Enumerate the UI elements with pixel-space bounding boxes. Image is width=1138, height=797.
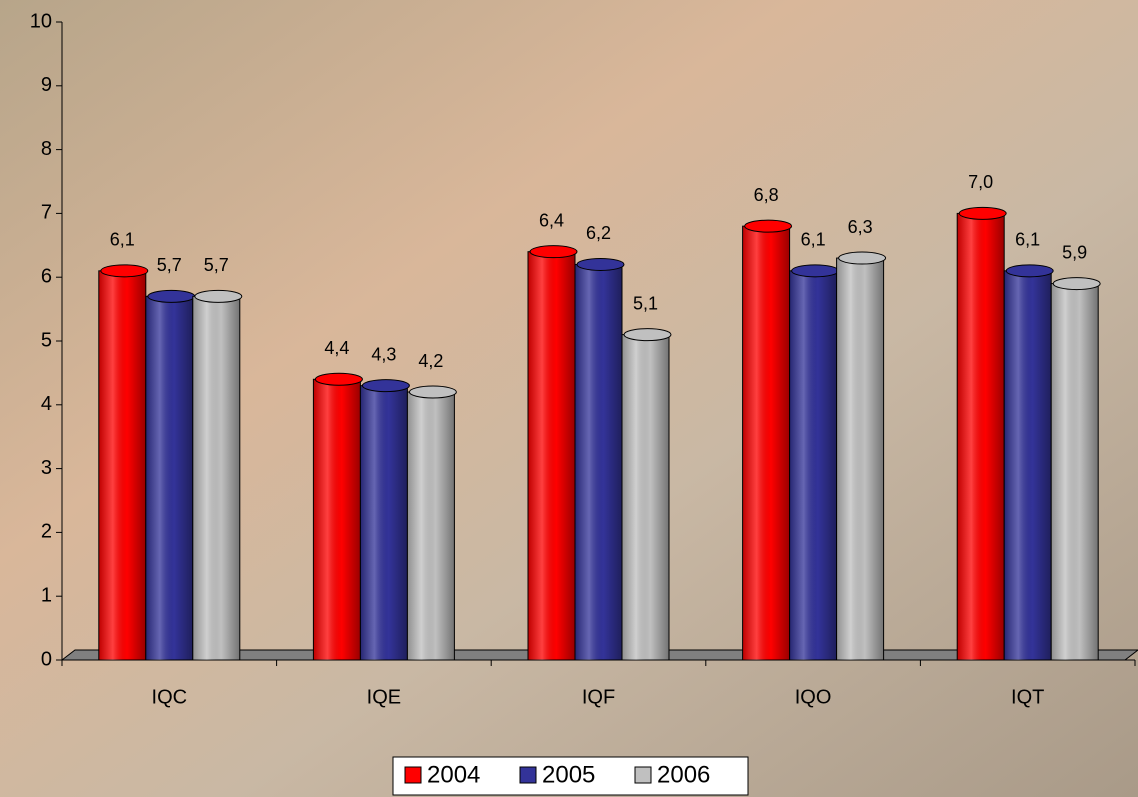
y-tick-label: 7	[41, 202, 52, 224]
bar	[742, 219, 793, 661]
value-label: 6,1	[110, 230, 135, 250]
bar-shade	[145, 296, 193, 660]
value-label: 6,1	[1015, 230, 1040, 250]
y-tick-label: 10	[30, 10, 52, 32]
bar-top	[1052, 277, 1101, 291]
value-label: 4,2	[418, 351, 443, 371]
bar	[621, 328, 672, 661]
bar	[359, 379, 410, 661]
bar-shade	[1004, 270, 1052, 660]
bar	[836, 251, 887, 661]
bar-top	[100, 264, 149, 278]
bar-shade	[407, 392, 455, 660]
bar-shade	[192, 296, 240, 660]
bar-top	[958, 206, 1007, 220]
value-label: 6,3	[848, 217, 873, 237]
y-tick-label: 0	[41, 648, 52, 670]
bar	[145, 289, 196, 661]
bar-shade	[836, 258, 884, 660]
legend-label: 2004	[427, 761, 480, 788]
legend	[392, 756, 749, 796]
value-label: 5,7	[204, 255, 229, 275]
value-label: 5,9	[1062, 242, 1087, 262]
bar-top	[314, 372, 363, 386]
bar-shade	[98, 270, 146, 660]
x-tick-label: IQF	[582, 686, 615, 708]
bar-shade	[313, 379, 361, 660]
value-label: 6,8	[754, 185, 779, 205]
bar-top	[623, 328, 672, 342]
bar	[1050, 277, 1101, 661]
bar-top	[838, 251, 887, 265]
bar-top	[147, 289, 196, 303]
bar	[312, 372, 363, 661]
bar	[574, 257, 625, 661]
bar	[98, 264, 149, 661]
legend-swatch	[634, 766, 652, 784]
bar-shade	[957, 213, 1005, 660]
y-tick-label: 3	[41, 457, 52, 479]
x-tick-label: IQC	[152, 686, 188, 708]
value-label: 6,4	[539, 210, 564, 230]
value-label: 6,1	[801, 230, 826, 250]
legend-swatch	[519, 766, 537, 784]
value-label: 5,1	[633, 293, 658, 313]
bar-shade	[1051, 283, 1099, 660]
bar-top	[361, 379, 410, 393]
y-tick-label: 6	[41, 265, 52, 287]
bar-top	[529, 245, 578, 259]
bar-top	[408, 385, 457, 399]
y-tick-label: 5	[41, 329, 52, 351]
bar-shade	[528, 251, 575, 660]
bar-shade	[622, 334, 669, 660]
value-label: 5,7	[157, 255, 182, 275]
bar-shade	[789, 270, 837, 660]
bar-top	[744, 219, 793, 233]
x-tick-label: IQE	[367, 686, 401, 708]
bar-shade	[360, 385, 408, 660]
y-tick-label: 4	[41, 393, 52, 415]
bar-top	[194, 289, 243, 303]
bar	[527, 245, 578, 661]
y-tick-label: 1	[41, 584, 52, 606]
y-tick-label: 2	[41, 521, 52, 543]
value-label: 6,2	[586, 223, 611, 243]
bar-shade	[575, 264, 622, 660]
y-tick-label: 8	[41, 138, 52, 160]
value-label: 7,0	[968, 172, 993, 192]
bar-top	[1005, 264, 1054, 278]
bar	[956, 206, 1007, 661]
bar-top	[576, 257, 625, 271]
bar-shade	[742, 226, 790, 660]
bar	[192, 289, 243, 661]
bar	[406, 385, 457, 661]
legend-label: 2006	[657, 761, 710, 788]
legend-swatch	[404, 766, 422, 784]
bar	[1003, 264, 1054, 661]
value-label: 4,3	[371, 344, 396, 364]
bar	[789, 264, 840, 661]
x-tick-label: IQO	[795, 686, 832, 708]
x-tick-label: IQT	[1011, 686, 1044, 708]
legend-label: 2005	[542, 761, 595, 788]
y-tick-label: 9	[41, 74, 52, 96]
bar-top	[791, 264, 840, 278]
value-label: 4,4	[324, 338, 349, 358]
